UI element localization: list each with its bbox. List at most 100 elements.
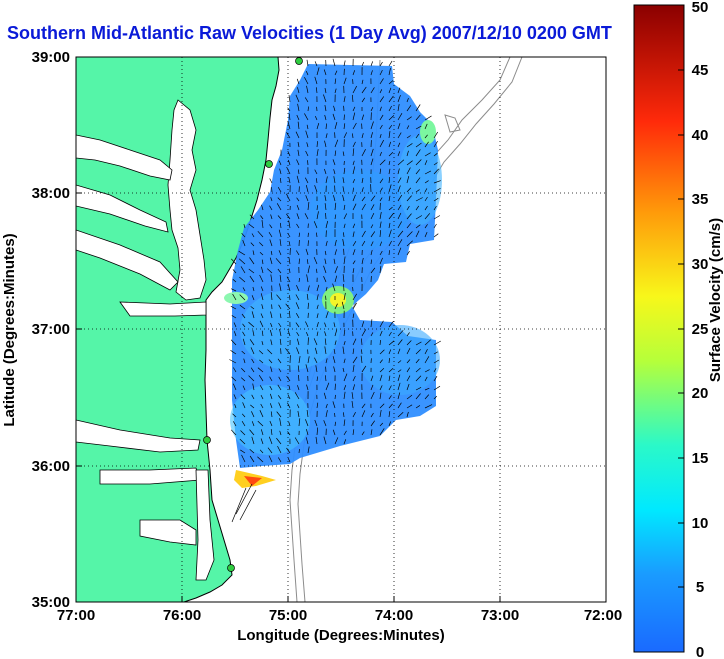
velocity-vector: [324, 105, 327, 112]
velocity-vector: [325, 212, 327, 220]
velocity-vector: [415, 189, 420, 193]
velocity-vector: [234, 403, 237, 409]
velocity-vector: [286, 213, 291, 220]
velocity-vector: [249, 214, 255, 220]
velocity-vector: [251, 233, 255, 238]
velocity-vector: [314, 115, 318, 121]
velocity-vector: [324, 375, 327, 382]
velocity-vector: [251, 311, 255, 319]
velocity-vector: [388, 212, 394, 220]
velocity-vector: [332, 401, 336, 409]
velocity-vector: [276, 437, 282, 445]
velocity-vector: [415, 341, 422, 346]
velocity-vector: [277, 457, 282, 463]
velocity-vector: [276, 294, 282, 301]
velocity-vector: [343, 384, 347, 391]
velocity-vector: [424, 369, 430, 373]
velocity-vector: [342, 367, 345, 373]
velocity-vector: [415, 386, 422, 391]
velocity-vector: [333, 195, 336, 202]
colorbar-tick-label: 20: [692, 385, 709, 402]
velocity-vector: [361, 61, 365, 67]
velocity-vector: [352, 148, 355, 157]
velocity-vector: [296, 404, 300, 409]
velocity-vector: [279, 313, 282, 319]
velocity-vector: [424, 141, 429, 148]
colorbar-tick-label: 30: [692, 256, 709, 273]
velocity-vector: [270, 274, 273, 283]
velocity-vector: [298, 277, 301, 283]
velocity-vector: [424, 224, 428, 229]
velocity-vector: [333, 366, 336, 373]
velocity-vector: [424, 394, 430, 400]
velocity-vector: [332, 113, 336, 121]
velocity-vector: [361, 114, 365, 121]
velocity-vector: [316, 141, 318, 148]
velocity-vector: [397, 204, 402, 211]
velocity-vector: [239, 294, 246, 301]
velocity-vector: [242, 323, 246, 328]
velocity-vector: [269, 385, 273, 391]
velocity-vector: [351, 94, 354, 103]
velocity-vector: [370, 412, 374, 418]
velocity-vector: [397, 142, 401, 148]
velocity-vector: [388, 206, 393, 211]
velocity-vector: [296, 332, 300, 337]
velocity-vector: [352, 231, 355, 238]
velocity-vector: [306, 142, 309, 148]
velocity-vector: [388, 349, 392, 355]
velocity-vector: [361, 79, 364, 85]
velocity-vector: [295, 94, 300, 103]
velocity-vector: [249, 275, 255, 283]
velocity-vector: [343, 340, 346, 346]
velocity-vector: [325, 358, 328, 364]
velocity-vector: [433, 233, 439, 238]
velocity-vector: [352, 356, 358, 364]
velocity-vector: [251, 394, 255, 400]
velocity-vector: [304, 177, 309, 184]
velocity-vector: [333, 348, 336, 355]
velocity-vector: [370, 319, 373, 328]
velocity-vector: [267, 349, 273, 355]
velocity-vector: [397, 185, 401, 193]
velocity-vector: [277, 197, 282, 202]
velocity-vector: [415, 393, 421, 400]
velocity-vector: [305, 437, 309, 445]
velocity-vector: [268, 436, 273, 445]
velocity-vector: [433, 375, 438, 382]
velocity-vector: [406, 250, 410, 256]
velocity-vector: [397, 339, 403, 346]
velocity-vector: [332, 283, 336, 292]
velocity-vector: [323, 265, 327, 274]
velocity-vector: [379, 422, 384, 427]
velocity-vector: [433, 385, 441, 391]
velocity-vector: [415, 114, 421, 121]
plot-area: [76, 57, 606, 602]
velocity-vector: [379, 359, 383, 364]
velocity-vector: [305, 331, 309, 337]
velocity-vector: [424, 115, 432, 121]
velocity-vector: [379, 106, 382, 112]
velocity-vector: [379, 78, 384, 85]
velocity-vector: [397, 330, 404, 337]
velocity-vector: [334, 329, 338, 337]
velocity-vector: [230, 429, 237, 436]
velocity-vector: [388, 250, 390, 256]
velocity-vector: [415, 358, 420, 364]
velocity-vector: [275, 258, 282, 265]
velocity-vector: [361, 196, 366, 202]
velocity-vector: [334, 394, 336, 400]
velocity-vector: [297, 385, 300, 391]
velocity-vector: [343, 329, 346, 337]
velocity-vector: [388, 168, 391, 175]
velocity-vector: [316, 122, 320, 130]
velocity-vector: [297, 365, 300, 373]
velocity-vector: [285, 303, 291, 310]
velocity-vector: [316, 211, 319, 220]
velocity-vector: [433, 131, 438, 139]
velocity-vector: [352, 166, 356, 175]
velocity-vector: [406, 348, 411, 355]
velocity-vector: [433, 197, 439, 202]
velocity-vector: [240, 377, 246, 382]
velocity-vector: [370, 61, 374, 67]
